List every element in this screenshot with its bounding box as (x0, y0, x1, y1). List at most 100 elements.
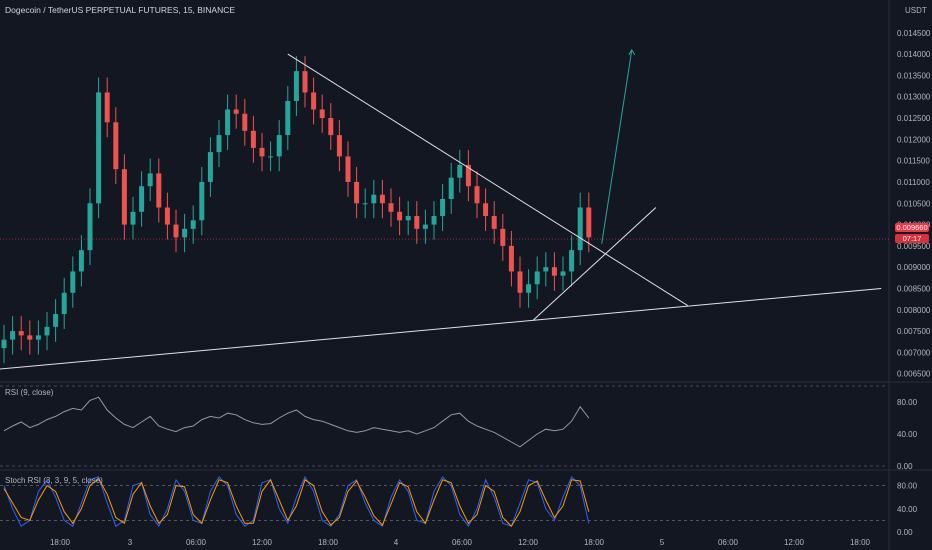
candle-body (121, 169, 127, 225)
candle-body (173, 224, 179, 238)
candle-body (483, 203, 489, 217)
time-tick-label: 12:00 (784, 538, 805, 547)
candle-body (96, 92, 102, 204)
time-tick-label: 06:00 (186, 538, 207, 547)
candle-body (285, 100, 291, 136)
candle-body (465, 164, 471, 187)
candle-body (543, 267, 549, 272)
candle-body (414, 216, 420, 229)
price-tick-label: 0.008500 (897, 285, 931, 294)
candle-body (457, 164, 463, 178)
candle-body (139, 186, 145, 212)
price-tick-label: 0.009000 (897, 263, 931, 272)
price-tick-label: 0.011000 (897, 178, 930, 187)
candle-body (276, 135, 282, 157)
osc-tick-label: 80.00 (897, 398, 918, 407)
candle-body (491, 216, 497, 229)
candle-body (216, 135, 222, 153)
candle-body (440, 199, 446, 217)
rsi-label: RSI (9, close) (5, 388, 54, 397)
time-tick-label: 3 (128, 538, 133, 547)
candle-body (190, 220, 196, 229)
candle-body (182, 228, 188, 238)
price-tick-label: 0.013500 (897, 71, 931, 80)
last-price-badge: 0.009660 (895, 223, 929, 232)
candle-body (156, 173, 162, 208)
time-tick-label: 12:00 (252, 538, 273, 547)
candle-body (474, 186, 480, 204)
support-trendline (0, 288, 882, 370)
candle-body (336, 135, 342, 157)
candle-body (388, 203, 394, 212)
candle-body (225, 109, 231, 136)
price-tick-label: 0.009500 (897, 242, 931, 251)
time-tick-label: 18:00 (50, 538, 71, 547)
candle-body (78, 250, 84, 272)
series-line-d (3, 477, 590, 528)
candle-body (87, 203, 93, 251)
price-tick-label: 0.013000 (897, 93, 931, 102)
osc-tick-label: 40.00 (897, 430, 918, 439)
candle-body (551, 267, 557, 276)
candle-body (328, 118, 334, 136)
candle-body (18, 331, 24, 336)
series-line-k (3, 475, 590, 528)
candle-body (61, 292, 67, 315)
candle-body (207, 152, 213, 182)
candle-body (104, 92, 110, 123)
time-tick-label: 5 (660, 538, 665, 547)
candle-body (164, 207, 170, 225)
candle-body (586, 207, 592, 238)
candle-body (560, 271, 566, 276)
rising-trendline (532, 207, 657, 321)
time-tick-label: 12:00 (518, 538, 539, 547)
candle-body (130, 211, 136, 225)
candle-body (268, 156, 274, 158)
osc-tick-label: 0.00 (897, 462, 913, 471)
price-tick-label: 0.014000 (897, 50, 931, 59)
candle-body (569, 250, 575, 272)
time-tick-label: 18:00 (584, 538, 605, 547)
candle-body (44, 326, 50, 336)
candle-body (250, 130, 256, 148)
price-tick-label: 0.012000 (897, 135, 931, 144)
candle-body (354, 181, 360, 204)
candle-body (577, 207, 583, 251)
price-tick-label: 0.012500 (897, 114, 931, 123)
candle-body (113, 122, 119, 170)
candle-body (345, 156, 351, 182)
stoch-rsi-label: Stoch RSI (3, 3, 9, 5, close) (5, 476, 103, 485)
candle-body (422, 224, 428, 229)
projection-arrow (601, 49, 633, 244)
candle-body (319, 109, 325, 119)
candle-body (371, 194, 377, 204)
descending-trendline (287, 53, 688, 306)
candle-body (199, 181, 205, 221)
countdown-badge: 07:17 (895, 234, 929, 243)
candle-body (500, 228, 506, 246)
time-tick-label: 06:00 (452, 538, 473, 547)
candle-body (534, 271, 540, 285)
time-tick-label: 06:00 (718, 538, 739, 547)
candle-body (448, 177, 454, 199)
candle-body (508, 245, 514, 272)
price-tick-label: 0.008000 (897, 306, 931, 315)
candle-body (431, 216, 437, 225)
time-tick-label: 18:00 (850, 538, 871, 547)
series-line-rsi (3, 396, 590, 448)
candle-body (311, 92, 317, 110)
candle-body (147, 173, 153, 187)
candle-body (526, 284, 532, 293)
candle-body (517, 271, 523, 293)
candle-body (242, 113, 248, 131)
candle-body (35, 335, 41, 340)
symbol-title[interactable]: Dogecoin / TetherUS PERPETUAL FUTURES, 1… (5, 5, 236, 15)
candle-body (293, 71, 299, 101)
candle-body (233, 109, 239, 114)
candle-body (259, 147, 265, 157)
price-tick-label: 0.011500 (897, 157, 930, 166)
candle-body (405, 216, 411, 221)
candle-body (362, 203, 368, 205)
candle-body (1, 339, 7, 349)
